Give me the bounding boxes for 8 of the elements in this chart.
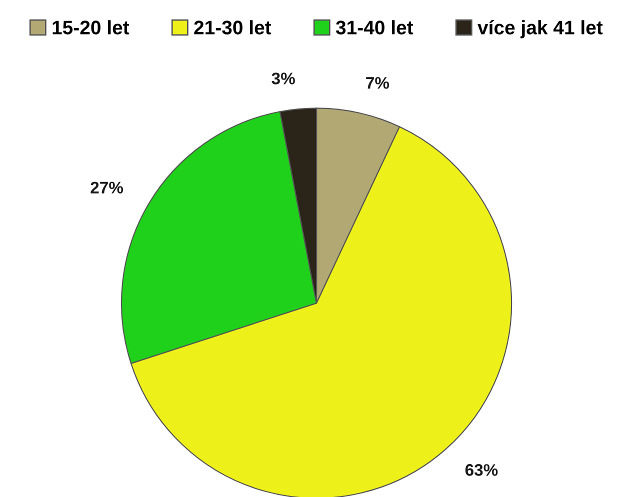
data-label: 63% xyxy=(465,464,498,476)
data-label: 3% xyxy=(272,72,295,84)
data-label: 27% xyxy=(90,182,124,194)
legend-label: 31-40 let xyxy=(336,20,414,34)
legend-label: 21-30 let xyxy=(194,20,272,34)
data-label: 7% xyxy=(366,77,390,89)
legend-label: více jak 41 let xyxy=(478,20,603,38)
legend-label: 15-20 let xyxy=(52,20,130,34)
